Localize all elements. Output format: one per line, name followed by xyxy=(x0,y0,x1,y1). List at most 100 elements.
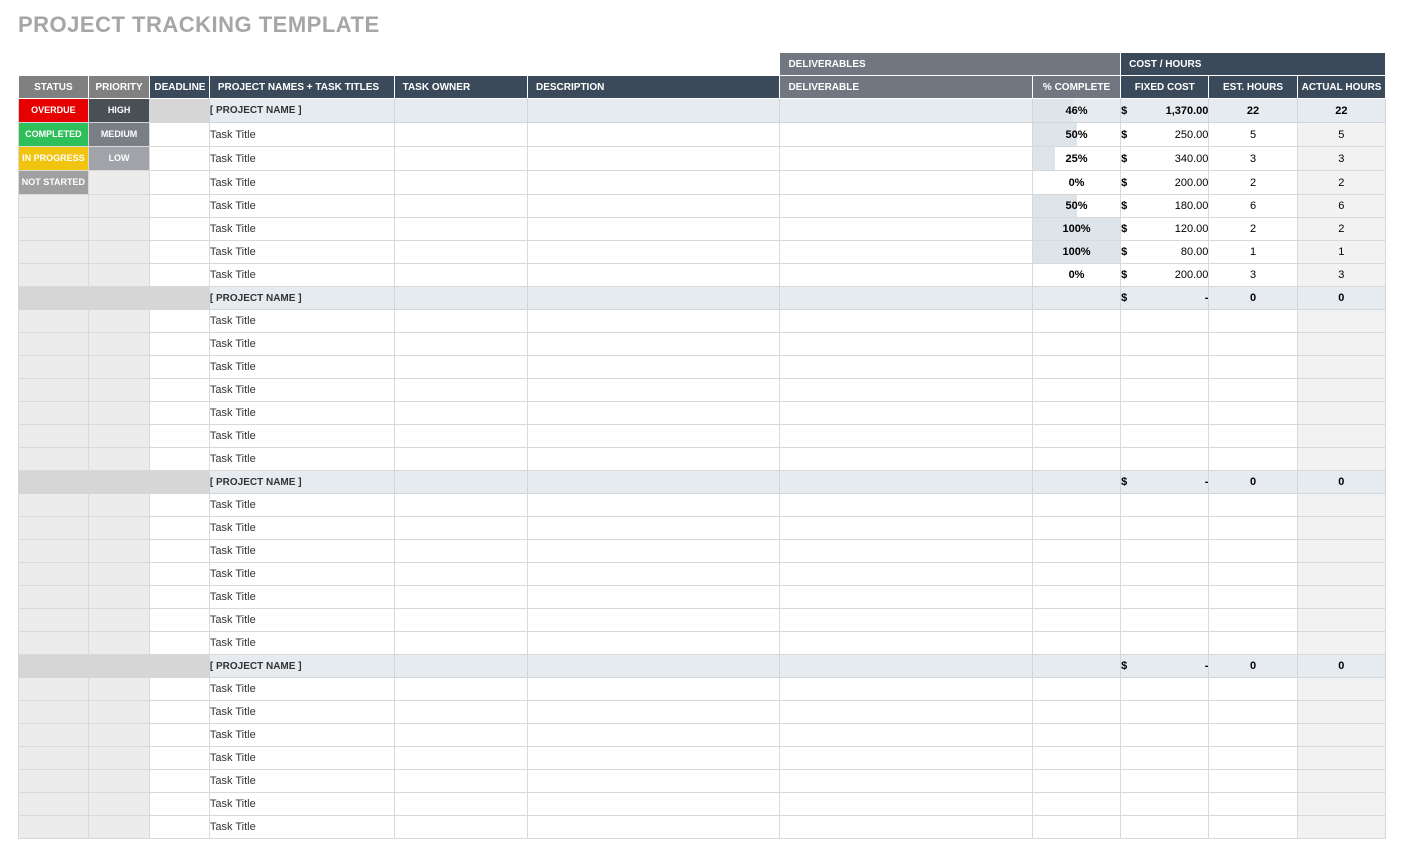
task-title-cell[interactable]: Task Title xyxy=(209,609,394,632)
task-owner-cell[interactable] xyxy=(394,402,527,425)
task-title-cell[interactable]: Task Title xyxy=(209,632,394,655)
deliverable-cell[interactable] xyxy=(780,793,1032,816)
task-title-cell[interactable]: Task Title xyxy=(209,678,394,701)
task-title-cell[interactable]: Task Title xyxy=(209,379,394,402)
deliverable-cell[interactable] xyxy=(780,218,1032,241)
description-cell[interactable] xyxy=(527,747,779,770)
status-cell[interactable] xyxy=(19,793,89,816)
status-cell[interactable] xyxy=(19,655,89,678)
task-title-cell[interactable]: Task Title xyxy=(209,448,394,471)
status-cell[interactable] xyxy=(19,379,89,402)
priority-cell[interactable] xyxy=(88,356,150,379)
task-owner-cell[interactable] xyxy=(394,494,527,517)
pct-complete-cell[interactable]: 50% xyxy=(1032,195,1120,218)
priority-cell[interactable]: MEDIUM xyxy=(88,123,150,147)
deliverable-cell[interactable] xyxy=(780,356,1032,379)
pct-complete-cell[interactable]: 100% xyxy=(1032,218,1120,241)
deliverable-cell[interactable] xyxy=(780,123,1032,147)
task-title-cell[interactable]: Task Title xyxy=(209,171,394,195)
description-cell[interactable] xyxy=(527,701,779,724)
fixed-cost-cell[interactable]: $340.00 xyxy=(1121,147,1209,171)
status-cell[interactable]: COMPLETED xyxy=(19,123,89,147)
deliverable-cell[interactable] xyxy=(780,586,1032,609)
description-cell[interactable] xyxy=(527,540,779,563)
priority-cell[interactable] xyxy=(88,448,150,471)
est-hours-cell[interactable]: 1 xyxy=(1209,241,1297,264)
priority-cell[interactable] xyxy=(88,218,150,241)
task-owner-cell[interactable] xyxy=(394,747,527,770)
status-cell[interactable] xyxy=(19,356,89,379)
task-title-cell[interactable]: Task Title xyxy=(209,147,394,171)
status-cell[interactable] xyxy=(19,333,89,356)
priority-cell[interactable] xyxy=(88,379,150,402)
priority-cell[interactable] xyxy=(88,632,150,655)
fixed-cost-cell[interactable]: $200.00 xyxy=(1121,171,1209,195)
fixed-cost-cell[interactable]: $- xyxy=(1121,471,1209,494)
task-title-cell[interactable]: Task Title xyxy=(209,123,394,147)
task-owner-cell[interactable] xyxy=(394,678,527,701)
task-title-cell[interactable]: Task Title xyxy=(209,310,394,333)
status-cell[interactable]: NOT STARTED xyxy=(19,171,89,195)
priority-cell[interactable] xyxy=(88,333,150,356)
pct-complete-cell[interactable]: 25% xyxy=(1032,147,1120,171)
deliverable-cell[interactable] xyxy=(780,333,1032,356)
description-cell[interactable] xyxy=(527,517,779,540)
task-title-cell[interactable]: Task Title xyxy=(209,701,394,724)
deliverable-cell[interactable] xyxy=(780,770,1032,793)
fixed-cost-cell[interactable]: $200.00 xyxy=(1121,264,1209,287)
description-cell[interactable] xyxy=(527,356,779,379)
task-title-cell[interactable]: Task Title xyxy=(209,586,394,609)
task-owner-cell[interactable] xyxy=(394,241,527,264)
task-title-cell[interactable]: Task Title xyxy=(209,816,394,839)
est-hours-cell[interactable]: 2 xyxy=(1209,171,1297,195)
description-cell[interactable] xyxy=(527,402,779,425)
description-cell[interactable] xyxy=(527,816,779,839)
task-title-cell[interactable]: Task Title xyxy=(209,333,394,356)
project-name-cell[interactable]: [ PROJECT NAME ] xyxy=(209,99,394,123)
priority-cell[interactable] xyxy=(88,241,150,264)
status-cell[interactable] xyxy=(19,517,89,540)
deliverable-cell[interactable] xyxy=(780,632,1032,655)
task-title-cell[interactable]: Task Title xyxy=(209,770,394,793)
description-cell[interactable] xyxy=(527,333,779,356)
deliverable-cell[interactable] xyxy=(780,264,1032,287)
project-name-cell[interactable]: [ PROJECT NAME ] xyxy=(209,655,394,678)
deliverable-cell[interactable] xyxy=(780,517,1032,540)
task-title-cell[interactable]: Task Title xyxy=(209,517,394,540)
fixed-cost-cell[interactable]: $- xyxy=(1121,655,1209,678)
status-cell[interactable] xyxy=(19,770,89,793)
deliverable-cell[interactable] xyxy=(780,494,1032,517)
status-cell[interactable] xyxy=(19,632,89,655)
fixed-cost-cell[interactable]: $250.00 xyxy=(1121,123,1209,147)
description-cell[interactable] xyxy=(527,678,779,701)
deliverable-cell[interactable] xyxy=(780,701,1032,724)
task-owner-cell[interactable] xyxy=(394,517,527,540)
priority-cell[interactable] xyxy=(88,171,150,195)
pct-complete-cell[interactable] xyxy=(1032,655,1120,678)
priority-cell[interactable] xyxy=(88,310,150,333)
deliverable-cell[interactable] xyxy=(780,171,1032,195)
deliverable-cell[interactable] xyxy=(780,747,1032,770)
actual-hours-cell[interactable]: 0 xyxy=(1297,655,1385,678)
priority-cell[interactable] xyxy=(88,287,150,310)
status-cell[interactable] xyxy=(19,195,89,218)
actual-hours-cell[interactable]: 1 xyxy=(1297,241,1385,264)
priority-cell[interactable] xyxy=(88,471,150,494)
est-hours-cell[interactable]: 6 xyxy=(1209,195,1297,218)
description-cell[interactable] xyxy=(527,218,779,241)
status-cell[interactable] xyxy=(19,747,89,770)
actual-hours-cell[interactable]: 0 xyxy=(1297,287,1385,310)
status-cell[interactable] xyxy=(19,563,89,586)
task-title-cell[interactable]: Task Title xyxy=(209,356,394,379)
fixed-cost-cell[interactable]: $120.00 xyxy=(1121,218,1209,241)
priority-cell[interactable]: LOW xyxy=(88,147,150,171)
status-cell[interactable] xyxy=(19,540,89,563)
status-cell[interactable] xyxy=(19,241,89,264)
status-cell[interactable] xyxy=(19,724,89,747)
task-owner-cell[interactable] xyxy=(394,123,527,147)
priority-cell[interactable] xyxy=(88,793,150,816)
status-cell[interactable] xyxy=(19,218,89,241)
description-cell[interactable] xyxy=(527,563,779,586)
description-cell[interactable] xyxy=(527,770,779,793)
task-owner-cell[interactable] xyxy=(394,448,527,471)
